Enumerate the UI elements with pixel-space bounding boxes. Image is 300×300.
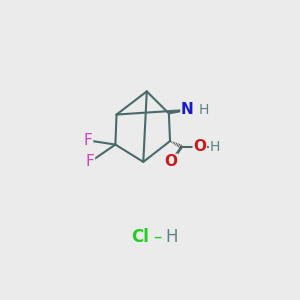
Text: H: H [165, 228, 177, 246]
Text: F: F [84, 133, 93, 148]
Text: H: H [199, 103, 209, 117]
Text: –: – [153, 228, 161, 246]
Text: N: N [181, 102, 194, 117]
Text: O: O [165, 154, 178, 169]
Text: Cl: Cl [131, 228, 149, 246]
Text: F: F [86, 154, 94, 169]
Text: H: H [209, 140, 220, 154]
Text: O: O [193, 140, 206, 154]
